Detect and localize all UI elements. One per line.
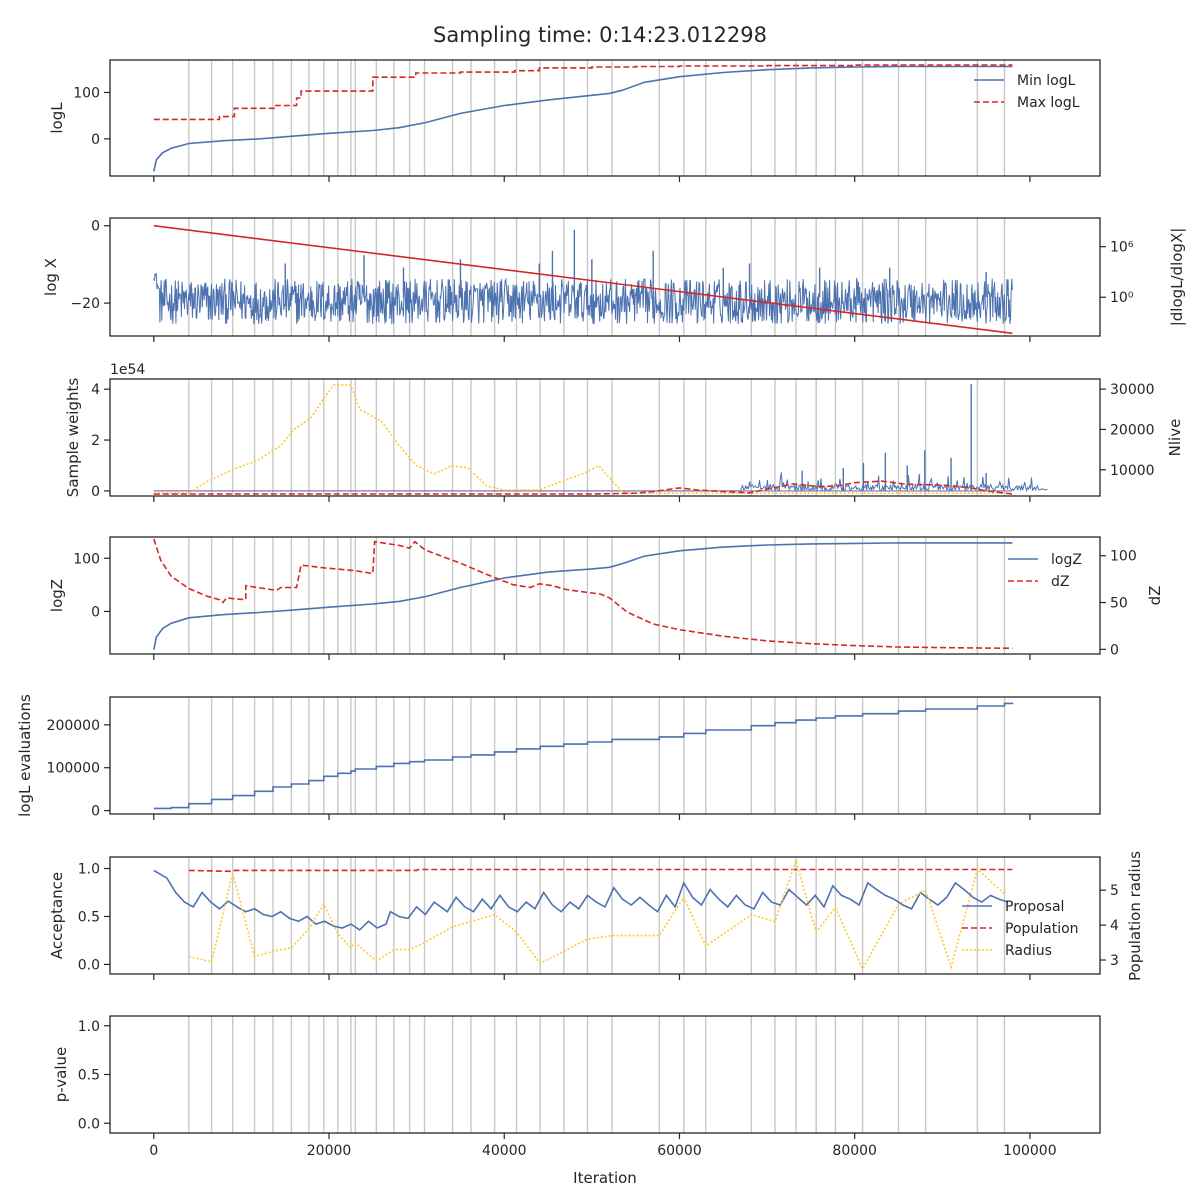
y-offset-text: 1e54 bbox=[110, 362, 145, 378]
y2-tick-label: 100 bbox=[1110, 549, 1137, 565]
y2-tick-label: 3 bbox=[1110, 953, 1119, 969]
panel-7: 0 20000 40000 60000 80000 100000 0.0 0.5 1.0 p-va… bbox=[52, 1015, 1101, 1159]
series-line-2-1 bbox=[153, 224, 1013, 335]
y-tick-label: 0 bbox=[91, 132, 100, 148]
panel-5: 0 100000 200000 logL evaluations bbox=[16, 694, 1101, 820]
legend-label: Proposal bbox=[1005, 899, 1064, 915]
legend-label: Population bbox=[1005, 921, 1079, 937]
legend-label: Min logL bbox=[1017, 73, 1076, 89]
axes-frame bbox=[109, 856, 1101, 975]
y-axis-label: log X bbox=[42, 258, 60, 296]
axes-frame bbox=[109, 378, 1101, 497]
y2-tick-label: 30000 bbox=[1110, 382, 1155, 398]
noisy-gradient-line bbox=[153, 272, 1013, 325]
y-axis-label: Acceptance bbox=[48, 872, 66, 959]
y-tick-label: 0.0 bbox=[78, 957, 100, 973]
series-line-min-logl bbox=[153, 65, 1013, 172]
axes-frame bbox=[109, 217, 1101, 337]
y2-axis-label: |dlogL/dlogX| bbox=[1168, 228, 1186, 327]
legend-label: Radius bbox=[1005, 943, 1052, 959]
y-tick-label: 200000 bbox=[47, 718, 100, 734]
series-line-proposal bbox=[153, 869, 1009, 931]
y2-axis-label: dZ bbox=[1146, 586, 1164, 606]
y-axis-label: logZ bbox=[48, 579, 66, 612]
y-tick-label: 0 bbox=[91, 604, 100, 620]
series-line-population bbox=[188, 868, 1013, 873]
y-tick-label: −20 bbox=[70, 296, 100, 312]
y2-tick-label: 0 bbox=[1110, 642, 1119, 658]
x-tick-label: 40000 bbox=[482, 1143, 527, 1159]
panel-4: 0 100 0 50 100 logZ dZ logZ dZ bbox=[48, 536, 1164, 660]
y2-tick-label: 10000 bbox=[1110, 463, 1155, 479]
y-tick-label: 0 bbox=[91, 219, 100, 235]
y-tick-label: 2 bbox=[91, 433, 100, 449]
y2-axis-label: Nlive bbox=[1166, 419, 1184, 457]
y-axis-label: Sample weights bbox=[64, 378, 82, 498]
legend-label: dZ bbox=[1051, 574, 1069, 590]
panel-3: 0 2 4 10000 20000 30000 1e54 Sample weights Nliv… bbox=[64, 362, 1184, 502]
legend-label: logZ bbox=[1051, 552, 1082, 568]
y-axis-label: p-value bbox=[52, 1047, 70, 1103]
y-tick-label: 0.5 bbox=[78, 1068, 100, 1084]
panel-2: 0 −20 10⁶ 10⁰ log X |dlogL/dlogX| bbox=[42, 217, 1186, 342]
series-line-logz bbox=[153, 542, 1013, 650]
y2-tick-label: 20000 bbox=[1110, 422, 1155, 438]
x-tick-label: 0 bbox=[149, 1143, 158, 1159]
x-tick-label: 20000 bbox=[307, 1143, 352, 1159]
y-tick-label: 1.0 bbox=[78, 1019, 100, 1035]
y2-tick-label: 4 bbox=[1110, 918, 1119, 934]
y-tick-label: 4 bbox=[91, 382, 100, 398]
series-line-max-logl bbox=[153, 64, 1013, 121]
y-tick-label: 100 bbox=[73, 551, 100, 567]
series-line-3-2 bbox=[153, 480, 1013, 495]
figure-title: Sampling time: 0:14:23.012298 bbox=[433, 23, 767, 47]
y2-axis-label: Population radius bbox=[1126, 851, 1144, 981]
x-axis-label: Iteration bbox=[573, 1169, 637, 1187]
y-axis-label: logL evaluations bbox=[16, 694, 34, 817]
y2-tick-label: 50 bbox=[1110, 596, 1128, 612]
y-tick-label: 100 bbox=[73, 85, 100, 101]
series-line-radius bbox=[188, 857, 1006, 971]
y-tick-label: 100000 bbox=[47, 761, 100, 777]
y-tick-label: 0 bbox=[91, 804, 100, 820]
series-line-3-1 bbox=[153, 384, 1008, 494]
panel-6: 0.0 0.5 1.0 3 4 5 Acceptance Population radius P… bbox=[48, 851, 1144, 981]
x-tick-label: 100000 bbox=[1003, 1143, 1056, 1159]
y2-tick-label: 10⁶ bbox=[1110, 240, 1134, 256]
x-tick-label: 60000 bbox=[657, 1143, 702, 1159]
panel-1: 0 100 logL Min logL Max logL bbox=[48, 59, 1101, 182]
y-tick-label: 0.0 bbox=[78, 1116, 100, 1132]
y2-tick-label: 10⁰ bbox=[1110, 290, 1134, 306]
panels: 0 100 logL Min logL Max logL 0 −20 10⁶ 10⁰ log X |… bbox=[16, 59, 1186, 1159]
y-tick-label: 0 bbox=[91, 484, 100, 500]
series-line-5-1 bbox=[153, 702, 1014, 810]
y-tick-label: 1.0 bbox=[78, 862, 100, 878]
y-axis-label: logL bbox=[48, 102, 66, 134]
legend-label: Max logL bbox=[1017, 95, 1080, 111]
axes-frame bbox=[109, 536, 1101, 655]
y2-tick-label: 5 bbox=[1110, 883, 1119, 899]
axes-frame bbox=[109, 59, 1101, 177]
x-tick-label: 80000 bbox=[832, 1143, 877, 1159]
y-tick-label: 0.5 bbox=[78, 909, 100, 925]
axes-frame bbox=[109, 696, 1101, 815]
series-line-dz bbox=[153, 538, 1013, 649]
